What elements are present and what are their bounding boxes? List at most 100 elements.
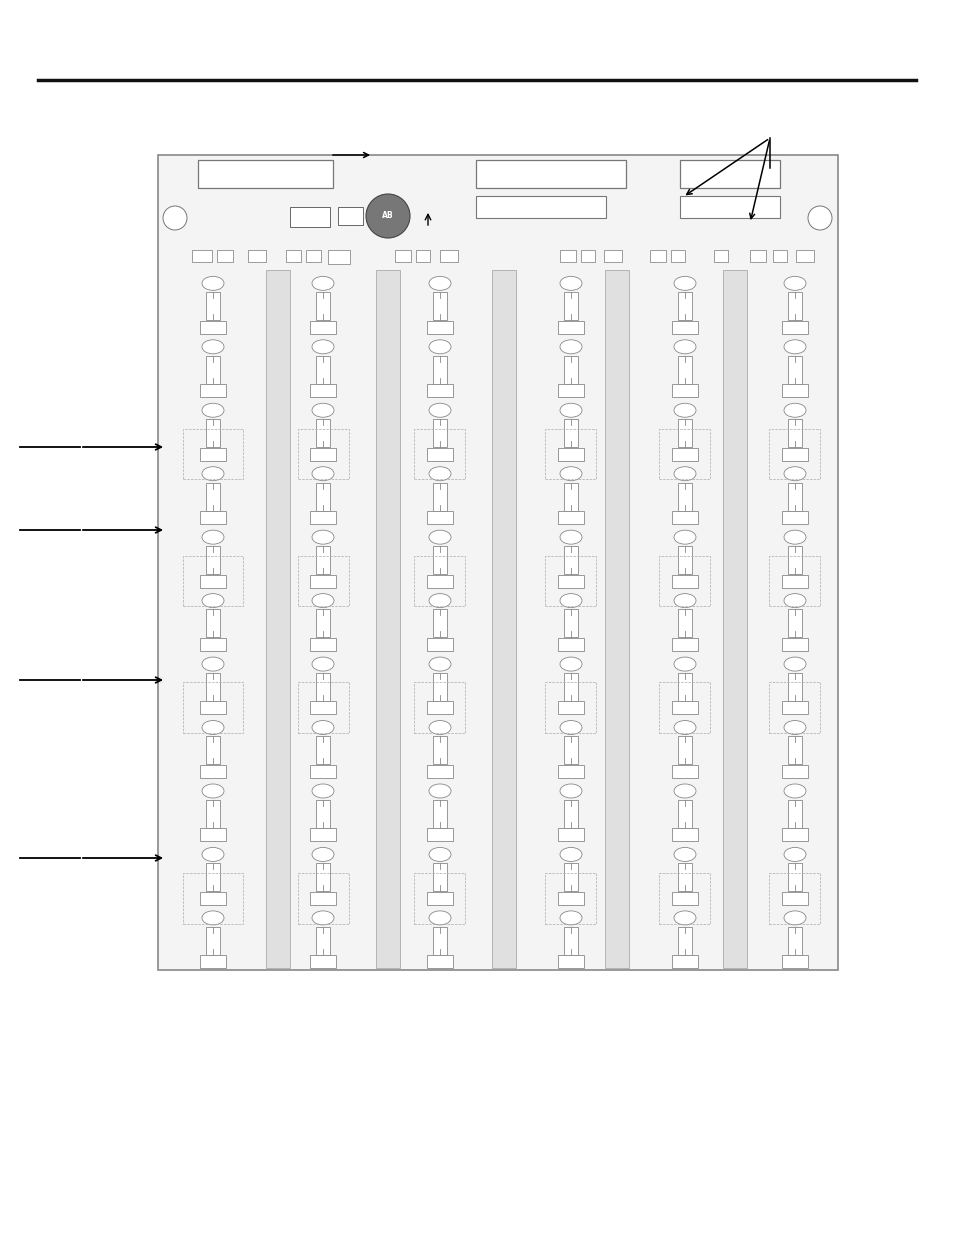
Bar — [787, 673, 801, 701]
Bar — [297, 429, 348, 479]
Bar — [563, 800, 578, 827]
Ellipse shape — [673, 340, 696, 353]
Bar — [183, 683, 242, 734]
Ellipse shape — [202, 784, 224, 798]
Bar — [427, 701, 453, 715]
Ellipse shape — [559, 911, 581, 925]
Bar — [678, 863, 691, 892]
Bar — [563, 673, 578, 701]
Bar — [416, 249, 430, 262]
Bar — [563, 926, 578, 955]
Bar — [781, 384, 807, 398]
Bar — [310, 447, 335, 461]
Ellipse shape — [312, 847, 334, 862]
Bar — [781, 638, 807, 651]
Bar — [375, 270, 399, 968]
Ellipse shape — [202, 911, 224, 925]
Bar — [433, 293, 447, 320]
Bar — [671, 956, 698, 968]
Bar — [433, 610, 447, 637]
Bar — [781, 321, 807, 333]
Bar — [679, 161, 780, 188]
Bar — [545, 429, 596, 479]
Bar — [787, 610, 801, 637]
Bar — [200, 638, 226, 651]
Bar — [671, 638, 698, 651]
Bar — [310, 701, 335, 715]
Bar — [433, 419, 447, 447]
Bar — [310, 384, 335, 398]
Ellipse shape — [202, 277, 224, 290]
Bar — [659, 429, 710, 479]
Ellipse shape — [559, 784, 581, 798]
Ellipse shape — [559, 594, 581, 608]
Bar — [787, 800, 801, 827]
Bar — [200, 764, 226, 778]
Bar — [310, 764, 335, 778]
Bar — [297, 873, 348, 924]
Bar — [787, 419, 801, 447]
Bar — [558, 701, 583, 715]
Ellipse shape — [783, 594, 805, 608]
Bar — [310, 956, 335, 968]
Bar — [200, 511, 226, 524]
Ellipse shape — [783, 657, 805, 671]
Bar — [671, 321, 698, 333]
Ellipse shape — [783, 911, 805, 925]
Bar — [310, 321, 335, 333]
Bar — [769, 429, 820, 479]
Bar — [795, 249, 813, 262]
Ellipse shape — [429, 277, 451, 290]
Bar — [427, 574, 453, 588]
Bar — [206, 546, 220, 574]
Bar — [781, 511, 807, 524]
Ellipse shape — [202, 657, 224, 671]
Bar — [678, 610, 691, 637]
Bar — [433, 356, 447, 384]
Bar — [671, 511, 698, 524]
Bar — [563, 356, 578, 384]
Ellipse shape — [312, 530, 334, 545]
Bar — [558, 321, 583, 333]
Bar — [206, 610, 220, 637]
Ellipse shape — [783, 467, 805, 480]
Ellipse shape — [429, 847, 451, 862]
Bar — [787, 926, 801, 955]
Ellipse shape — [429, 594, 451, 608]
Bar — [206, 356, 220, 384]
Bar — [315, 736, 330, 764]
Bar — [671, 447, 698, 461]
Bar — [206, 293, 220, 320]
Bar — [671, 574, 698, 588]
Ellipse shape — [312, 911, 334, 925]
Bar — [315, 800, 330, 827]
Ellipse shape — [429, 911, 451, 925]
Bar — [787, 736, 801, 764]
Bar — [545, 556, 596, 606]
Bar — [781, 956, 807, 968]
Ellipse shape — [783, 530, 805, 545]
Ellipse shape — [202, 467, 224, 480]
Bar — [671, 701, 698, 715]
Bar — [315, 673, 330, 701]
Bar — [603, 249, 621, 262]
Ellipse shape — [202, 404, 224, 417]
Ellipse shape — [673, 657, 696, 671]
Bar — [266, 270, 290, 968]
Bar — [678, 673, 691, 701]
Bar — [427, 384, 453, 398]
Bar — [433, 800, 447, 827]
Bar — [414, 873, 465, 924]
Bar — [558, 829, 583, 841]
Ellipse shape — [429, 340, 451, 353]
Ellipse shape — [783, 277, 805, 290]
Ellipse shape — [559, 340, 581, 353]
Ellipse shape — [202, 720, 224, 735]
Bar — [200, 447, 226, 461]
Bar — [492, 270, 516, 968]
Bar — [183, 556, 242, 606]
Bar — [670, 249, 684, 262]
Bar — [678, 800, 691, 827]
Bar — [659, 873, 710, 924]
Bar — [558, 447, 583, 461]
